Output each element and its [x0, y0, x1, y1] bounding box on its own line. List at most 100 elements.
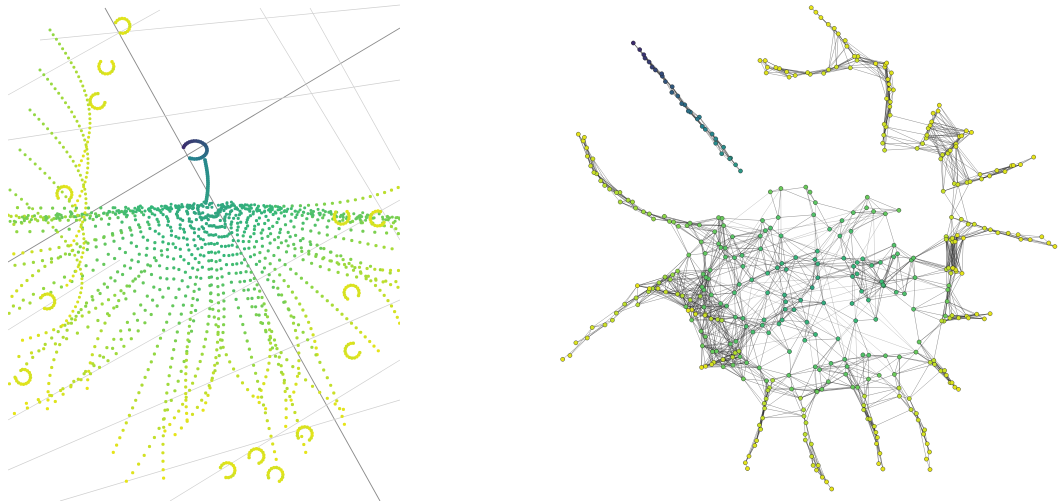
graph-node — [803, 184, 809, 190]
point — [182, 230, 187, 234]
point — [46, 390, 50, 394]
point — [187, 324, 191, 328]
graph-node — [961, 235, 966, 241]
point — [152, 256, 157, 260]
graph-edge — [769, 387, 801, 399]
graph-node — [930, 110, 936, 116]
point — [61, 392, 65, 396]
point — [217, 250, 221, 254]
graph-edge — [688, 241, 702, 256]
point — [318, 360, 322, 364]
graph-edge — [662, 76, 672, 93]
graph-edge — [768, 294, 785, 333]
point — [298, 302, 302, 306]
point — [294, 382, 298, 386]
point — [297, 359, 301, 363]
point — [310, 431, 314, 435]
point — [64, 239, 67, 243]
point — [96, 318, 100, 323]
graph-node — [686, 108, 691, 114]
point — [282, 279, 286, 283]
graph-edge — [856, 60, 890, 85]
point — [36, 398, 40, 402]
point — [278, 227, 283, 231]
point — [351, 268, 356, 272]
graph-edge — [682, 278, 709, 296]
point — [207, 224, 211, 228]
point — [86, 206, 91, 210]
point — [215, 241, 219, 245]
graph-edge — [710, 292, 735, 319]
graph-node — [719, 317, 725, 323]
graph-node — [876, 461, 882, 467]
point — [330, 201, 334, 205]
graph-edge — [723, 257, 796, 367]
point — [46, 221, 50, 225]
point — [264, 375, 268, 379]
point — [329, 210, 333, 213]
graph-edge — [839, 235, 858, 263]
point — [30, 250, 34, 254]
graph-node — [866, 376, 871, 382]
graph-edge — [884, 148, 918, 151]
point — [101, 355, 106, 359]
graph-edge — [722, 352, 736, 360]
point — [132, 312, 136, 316]
point — [90, 211, 93, 215]
point — [80, 178, 84, 182]
point — [248, 214, 252, 218]
graph-edge — [734, 292, 744, 319]
point — [143, 209, 147, 213]
graph-node — [758, 233, 763, 239]
point — [74, 70, 78, 74]
point — [38, 68, 42, 72]
graph-node — [841, 255, 847, 261]
graph-edge — [703, 257, 726, 290]
graph-edge — [955, 146, 959, 185]
graph-edge — [946, 224, 969, 240]
graph-edge — [781, 251, 818, 264]
point — [111, 210, 115, 214]
point — [254, 313, 258, 317]
graph-edge — [734, 292, 736, 318]
point — [143, 375, 147, 379]
point — [139, 230, 143, 234]
graph-edge — [946, 219, 962, 240]
graph-node — [698, 239, 704, 245]
graph-edge — [863, 396, 900, 406]
graph-node — [820, 474, 825, 480]
point — [303, 425, 307, 429]
point — [98, 354, 102, 358]
point — [357, 214, 361, 218]
graph-edge — [852, 276, 884, 286]
point — [178, 247, 182, 251]
graph-edge — [837, 338, 848, 367]
point — [325, 396, 329, 400]
graph-edge — [710, 318, 731, 345]
graph-edge — [926, 134, 951, 151]
point — [222, 208, 226, 213]
graph-node — [778, 233, 784, 239]
point — [25, 278, 29, 283]
point — [235, 252, 239, 256]
point — [113, 212, 117, 216]
graph-edge — [781, 294, 785, 321]
point — [25, 216, 29, 219]
point — [348, 220, 352, 224]
point — [230, 220, 234, 224]
point — [201, 204, 205, 208]
graph-node — [994, 168, 1000, 173]
graph-node — [647, 211, 652, 217]
point — [292, 315, 296, 319]
point — [186, 203, 190, 207]
point — [157, 232, 161, 236]
point — [108, 216, 112, 220]
point — [200, 352, 204, 356]
point — [306, 338, 310, 342]
point — [224, 263, 229, 267]
point — [197, 287, 201, 291]
graph-edge — [705, 277, 917, 353]
point — [115, 209, 119, 213]
graph-edge — [847, 366, 869, 380]
graph-edge — [778, 323, 790, 352]
